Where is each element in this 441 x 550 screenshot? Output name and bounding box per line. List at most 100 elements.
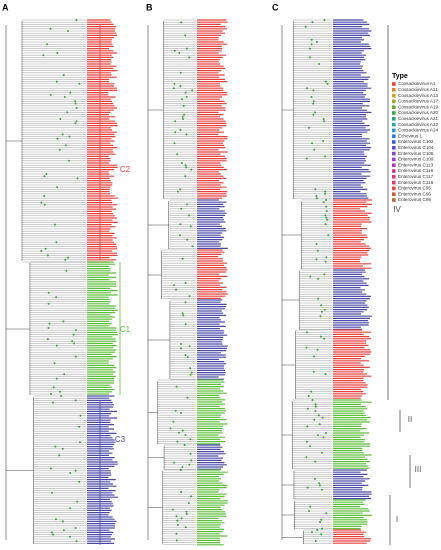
node-marker	[305, 456, 308, 459]
node-marker	[324, 260, 327, 263]
node-marker	[65, 269, 68, 272]
node-marker	[178, 52, 181, 54]
node-marker	[180, 517, 183, 520]
legend-swatch	[392, 82, 396, 86]
node-marker	[180, 491, 183, 493]
node-marker	[172, 87, 175, 90]
node-marker	[319, 521, 322, 523]
node-marker	[74, 100, 77, 103]
clade-label: C2	[120, 165, 131, 174]
node-marker	[60, 395, 63, 397]
node-marker	[176, 519, 179, 522]
node-marker	[314, 460, 317, 463]
legend-swatch	[392, 128, 396, 133]
node-marker	[324, 432, 327, 434]
node-marker	[315, 258, 318, 261]
legend-label: Enterovirus C96	[398, 191, 431, 196]
node-marker	[320, 310, 323, 313]
node-marker	[64, 258, 67, 261]
node-marker	[174, 131, 177, 134]
node-marker	[47, 302, 50, 305]
node-marker	[184, 282, 187, 284]
node-marker	[174, 409, 177, 412]
node-marker	[323, 337, 326, 340]
node-marker	[314, 540, 317, 542]
legend-swatch	[392, 122, 396, 127]
node-marker	[49, 393, 52, 395]
node-marker	[327, 234, 330, 237]
node-marker	[74, 102, 77, 105]
node-marker	[305, 346, 308, 349]
node-marker	[313, 355, 316, 358]
node-marker	[184, 301, 187, 304]
legend-swatch	[392, 175, 396, 179]
node-marker	[317, 277, 320, 280]
node-marker	[74, 527, 77, 529]
legend-swatch	[392, 163, 396, 167]
node-marker	[176, 190, 179, 193]
node-marker	[56, 186, 59, 189]
node-marker	[310, 43, 313, 46]
node-marker	[55, 344, 58, 347]
node-marker	[75, 120, 78, 123]
node-marker	[177, 431, 180, 434]
node-marker	[175, 515, 178, 518]
legend-label: Enterovirus C95	[398, 186, 431, 191]
node-marker	[69, 507, 72, 510]
node-marker	[181, 257, 184, 260]
node-marker	[72, 333, 75, 336]
legend-swatch	[392, 157, 396, 162]
node-marker	[305, 331, 308, 334]
node-marker	[43, 195, 46, 197]
node-marker	[314, 403, 317, 406]
node-marker	[322, 436, 325, 439]
node-marker	[305, 440, 308, 443]
legend-swatch	[392, 192, 396, 196]
legend-label: Enterovirus C113	[398, 162, 434, 167]
node-marker	[326, 218, 329, 221]
node-marker	[191, 245, 194, 248]
node-marker	[324, 214, 327, 217]
node-marker	[190, 459, 193, 462]
node-marker	[326, 82, 329, 85]
legend-label: Enterovirus C118	[398, 180, 434, 185]
node-marker	[185, 47, 188, 50]
node-marker	[40, 201, 43, 204]
node-marker	[190, 371, 193, 374]
clade-label: IV	[393, 205, 401, 214]
legend-label: Coxsackievirus A13	[398, 93, 439, 98]
node-marker	[312, 89, 315, 92]
node-marker	[324, 155, 327, 158]
node-marker	[181, 312, 184, 315]
node-marker	[189, 452, 192, 455]
node-marker	[322, 118, 325, 120]
node-marker	[49, 27, 52, 30]
node-marker	[315, 197, 318, 200]
legend-swatch	[392, 111, 396, 115]
node-marker	[184, 91, 187, 94]
node-marker	[184, 526, 187, 529]
node-marker	[75, 329, 78, 332]
node-marker	[66, 111, 69, 114]
node-marker	[175, 288, 178, 291]
node-marker	[55, 377, 58, 380]
node-marker	[52, 386, 55, 389]
node-marker	[308, 445, 311, 448]
node-marker	[312, 102, 315, 105]
node-marker	[324, 223, 327, 226]
node-marker	[183, 113, 186, 116]
node-marker	[314, 410, 317, 412]
node-marker	[71, 340, 74, 343]
node-marker	[305, 157, 308, 160]
node-marker	[180, 21, 183, 24]
node-marker	[47, 291, 50, 294]
node-marker	[185, 133, 188, 136]
legend-label: Coxsackievirus A1	[398, 81, 436, 86]
node-marker	[58, 390, 61, 393]
node-marker	[52, 401, 55, 404]
node-marker	[186, 203, 189, 206]
node-marker	[184, 175, 187, 178]
node-marker	[173, 142, 176, 145]
node-marker	[184, 164, 187, 167]
